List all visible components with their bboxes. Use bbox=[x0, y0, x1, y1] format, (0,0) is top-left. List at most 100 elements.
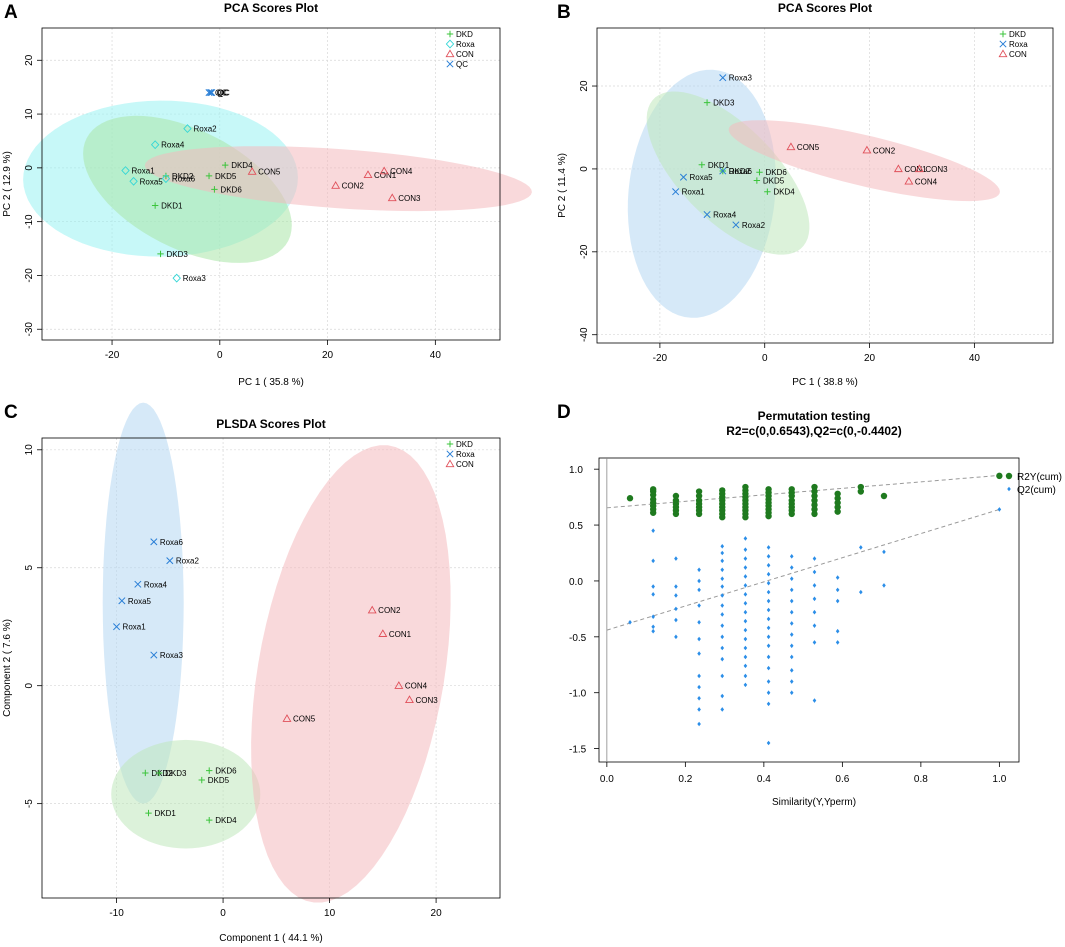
panel-c-ylabel: Component 2 ( 7.6 %) bbox=[2, 619, 13, 717]
panel-d-q2-point bbox=[766, 679, 771, 684]
panel-d-q2-point bbox=[697, 684, 701, 690]
panel-b-point-label-roxa1: Roxa1 bbox=[682, 188, 706, 197]
panel-d-q2-point bbox=[743, 618, 748, 624]
panel-d-xlabel: Similarity(Y,Yperm) bbox=[772, 797, 856, 808]
panel-a-point-con5 bbox=[247, 167, 257, 175]
panel-d-r2y-point bbox=[742, 514, 749, 521]
panel-d-q2-point bbox=[628, 619, 632, 625]
panel-c-point-roxa2 bbox=[166, 557, 174, 565]
panel-c-point-con3 bbox=[404, 695, 414, 703]
panel-b-point-label-con4: CON4 bbox=[915, 177, 938, 186]
panel-a-point-label-roxa6: Roxa6 bbox=[172, 175, 196, 184]
panel-d-q2-point bbox=[766, 643, 771, 649]
panel-d-q2-point bbox=[697, 578, 701, 584]
panel-d-ytick-label: -0.5 bbox=[569, 633, 587, 644]
panel-b-point-con4 bbox=[904, 176, 914, 185]
panel-a-ytick-label: 0 bbox=[24, 165, 35, 171]
panel-d-q2-point bbox=[789, 554, 794, 559]
panel-c-point-label-dkd3: DKD3 bbox=[165, 769, 187, 778]
panel-d-q2-point bbox=[720, 673, 725, 679]
panel-d-q2-point bbox=[743, 583, 748, 588]
panel-c-point-label-con5: CON5 bbox=[293, 715, 316, 724]
panel-d-q2-point bbox=[697, 721, 701, 727]
panel-b-ytick-label: 20 bbox=[579, 80, 590, 92]
panel-c-ellipse-dkd bbox=[111, 739, 261, 849]
panel-c-ytick-label: 5 bbox=[24, 565, 35, 571]
panel-a-point-label-roxa2: Roxa2 bbox=[193, 125, 217, 134]
panel-d-r2y-point bbox=[649, 491, 657, 499]
panel-d-r2y-point bbox=[834, 495, 841, 502]
panel-b-ellipse-con bbox=[728, 120, 1000, 202]
panel-c-point-label-roxa4: Roxa4 bbox=[144, 580, 168, 589]
panel-d-subtitle: R2=c(0,0.6543),Q2=c(0,-0.4402) bbox=[726, 424, 901, 438]
panel-a-point-label-con4: CON4 bbox=[390, 167, 413, 176]
panel-b-point-label-roxa5: Roxa5 bbox=[689, 173, 713, 182]
panel-d-r2y-point bbox=[834, 508, 841, 515]
panel-d-q2-point bbox=[766, 634, 771, 640]
panel-d-q2-point bbox=[882, 549, 886, 555]
panel-letter-b: B bbox=[557, 2, 571, 23]
panel-c-point-roxa3 bbox=[150, 651, 158, 659]
panel-a-xtick-label: 0 bbox=[217, 350, 223, 361]
panel-c-point-label-roxa2: Roxa2 bbox=[176, 557, 200, 566]
panel-a-point-label-dkd5: DKD5 bbox=[215, 172, 237, 181]
panel-d-q2-point bbox=[720, 603, 725, 608]
panel-a-point-dkd6 bbox=[211, 186, 218, 193]
panel-a-legend-label-qc: QC bbox=[456, 60, 468, 69]
panel-b-ylabel: PC 2 ( 11.4 %) bbox=[557, 153, 568, 218]
panel-d-q2-point bbox=[789, 668, 794, 673]
panel-b-point-roxa3 bbox=[719, 74, 727, 82]
panel-a-legend-label-roxa: Roxa bbox=[456, 40, 475, 49]
panel-d-q2-point bbox=[697, 636, 701, 642]
panel-d-q2-point bbox=[859, 545, 863, 550]
panel-b-point-label-dkd2: DKD2 bbox=[729, 167, 751, 176]
panel-a-ellipse-con bbox=[144, 146, 532, 212]
panel-d-q2-point bbox=[674, 617, 678, 623]
panel-a-point-label-roxa1: Roxa1 bbox=[132, 167, 156, 176]
panel-b-point-label-dkd4: DKD4 bbox=[773, 188, 795, 197]
panel-d-q2-point bbox=[743, 654, 748, 660]
panel-a-point-dkd1 bbox=[151, 202, 159, 209]
panel-d-q2-point bbox=[651, 614, 655, 620]
panel-d-r2y-point bbox=[811, 497, 818, 504]
panel-a-point-con3 bbox=[387, 193, 397, 202]
panel-c-point-label-con1: CON1 bbox=[389, 630, 412, 639]
panel-c-point-dkd4 bbox=[206, 816, 213, 824]
panel-a-point-con2 bbox=[331, 181, 341, 189]
panel-d-q2-point bbox=[766, 562, 771, 568]
panel-d-q2-point bbox=[720, 623, 725, 628]
panel-a-ytick-label: 20 bbox=[24, 54, 35, 66]
panel-d-r2y-point bbox=[695, 510, 703, 518]
panel-a-point-qc bbox=[208, 88, 216, 97]
panel-c-ytick-label: 10 bbox=[24, 444, 35, 456]
panel-b-legend-marker-roxa bbox=[999, 40, 1007, 48]
panel-b-xlabel: PC 1 ( 38.8 %) bbox=[792, 377, 858, 388]
panel-a-point-roxa1 bbox=[121, 166, 130, 176]
panel-b-ytick-label: 0 bbox=[579, 166, 590, 172]
panel-b-point-label-con1: CON1 bbox=[904, 165, 927, 174]
panel-b-xtick-label: 40 bbox=[969, 353, 981, 364]
panel-c-legend-marker-roxa bbox=[446, 450, 454, 458]
panel-c-ytick-label: 0 bbox=[24, 682, 35, 688]
panel-d-q2-point bbox=[697, 567, 701, 573]
panel-a-point-dkd3 bbox=[157, 250, 164, 258]
panel-d-q2-point bbox=[835, 628, 840, 634]
panel-d-regline-r2ycum bbox=[606, 474, 1000, 509]
panel-d-q2-point bbox=[789, 609, 794, 615]
panel-b-point-label-roxa3: Roxa3 bbox=[729, 74, 753, 83]
panel-c-point-label-dkd4: DKD4 bbox=[215, 816, 237, 825]
panel-d-r2y-point bbox=[695, 488, 703, 495]
panel-d-q2-point bbox=[812, 569, 817, 575]
panel-a-point-label-qc: QC bbox=[215, 89, 227, 98]
panel-d-q2-point bbox=[835, 598, 840, 604]
panel-d-q2-point bbox=[651, 584, 655, 589]
panel-c-point-label-con4: CON4 bbox=[405, 682, 428, 691]
panel-a-ytick-label: 10 bbox=[24, 108, 35, 120]
panel-d-q2-point bbox=[766, 625, 771, 631]
panel-d-plot-frame bbox=[598, 457, 1020, 763]
panel-d-r2y-point bbox=[649, 509, 657, 516]
panel-d-q2-point bbox=[766, 701, 771, 707]
panel-d-r2y-point bbox=[672, 492, 680, 500]
panel-d-r2y-point bbox=[811, 483, 818, 491]
panel-d-r2y-point bbox=[880, 492, 888, 500]
